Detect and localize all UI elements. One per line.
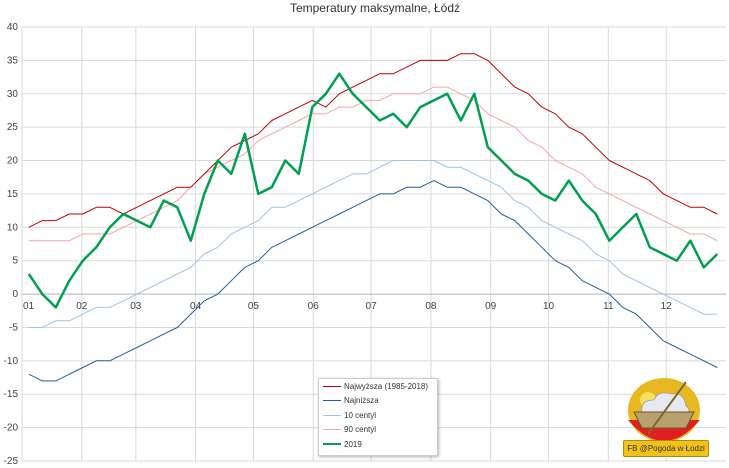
y-tick-label: 25 [7,122,19,133]
y-tick-label: 15 [7,189,19,200]
legend-label: 10 centyl [344,410,377,420]
x-tick-label: 03 [130,301,142,312]
y-tick-label: 35 [7,55,19,66]
x-tick-label: 12 [661,301,673,312]
legend-item: 10 centyl [319,408,437,423]
y-tick-label: -5 [9,322,18,333]
legend: Najwyższa (1985-2018) Najniższa 10 centyl 9… [318,378,438,456]
legend-label: Najwyższa (1985-2018) [344,381,429,391]
series-line-3 [28,86,718,242]
x-tick-label: 02 [76,301,88,312]
legend-swatch [323,429,341,431]
y-tick-label: -20 [4,423,19,434]
x-tick-label: 07 [366,301,378,312]
legend-swatch [323,414,341,416]
watermark-label: FB @Pogoda w Łodzi [623,440,709,457]
y-tick-label: 5 [12,256,18,267]
y-tick-label: -25 [4,456,19,467]
legend-label: 90 centyl [344,425,377,435]
series-line-4 [27,72,719,309]
series-line-2 [28,160,718,328]
legend-swatch [323,443,341,446]
y-tick-label: 0 [12,289,18,300]
y-tick-label: 10 [7,222,19,233]
x-tick-label: 01 [23,301,35,312]
x-tick-label: 04 [190,301,202,312]
legend-item: 90 centyl [319,423,437,438]
y-tick-label: -10 [4,356,19,367]
y-tick-label: 40 [7,22,19,33]
legend-item: Najwyższa (1985-2018) [319,379,437,394]
y-tick-label: 30 [7,89,19,100]
pogoda-lodz-logo [628,378,700,442]
x-tick-label: 05 [248,301,260,312]
legend-label: 2019 [344,439,362,449]
x-tick-label: 10 [543,301,555,312]
legend-swatch [323,400,341,402]
legend-item: 2019 [319,437,437,452]
series-line-1 [28,180,718,382]
legend-item: Najniższa [319,394,437,409]
chart-title: Temperatury maksymalne, Łódź [290,1,460,15]
legend-label: Najniższa [344,396,379,406]
y-tick-label: 20 [7,156,19,167]
series-line-0 [28,53,718,228]
y-tick-label: -15 [4,389,19,400]
x-tick-label: 09 [485,301,497,312]
legend-swatch [323,385,341,387]
x-tick-label: 06 [308,301,320,312]
x-tick-label: 11 [603,301,614,312]
x-tick-label: 08 [425,301,437,312]
